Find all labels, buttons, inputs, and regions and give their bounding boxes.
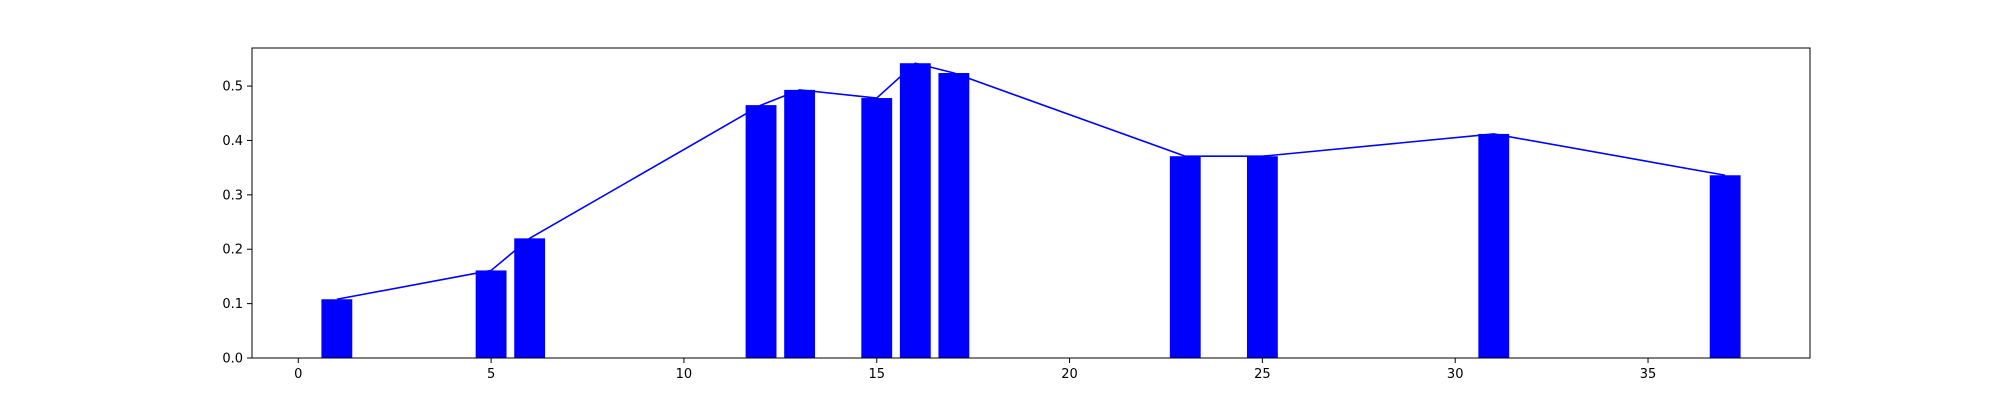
x-tick-label-3: 15 bbox=[868, 367, 885, 382]
x-tick-label-4: 20 bbox=[1061, 367, 1078, 382]
y-tick-label-0: 0.0 bbox=[222, 352, 243, 367]
bar-7 bbox=[938, 73, 970, 359]
bar-4 bbox=[784, 89, 816, 358]
ticks-layer: 0 5 10 15 20 25 30 35 0.0 0.1 0.2 0.3 0.4 0.5 bbox=[222, 80, 1656, 382]
axes-layer bbox=[251, 47, 1811, 359]
line-layer bbox=[336, 62, 1726, 301]
x-tick-label-1: 5 bbox=[487, 367, 495, 382]
axes-frame bbox=[251, 47, 1811, 359]
bar-6 bbox=[899, 63, 931, 358]
x-tick-label-5: 25 bbox=[1254, 367, 1271, 382]
bar-10 bbox=[1478, 133, 1510, 358]
bar-9 bbox=[1246, 156, 1278, 358]
bars-layer bbox=[321, 63, 1741, 359]
bar-5 bbox=[861, 98, 893, 358]
y-tick-label-2: 0.2 bbox=[222, 243, 243, 258]
series-line bbox=[336, 62, 1726, 301]
bar-2 bbox=[514, 238, 546, 358]
y-tick-label-5: 0.5 bbox=[222, 80, 243, 95]
y-tick-label-1: 0.1 bbox=[222, 297, 243, 312]
y-tick-label-4: 0.4 bbox=[222, 134, 243, 149]
x-tick-label-2: 10 bbox=[676, 367, 693, 382]
bar-1 bbox=[475, 270, 507, 358]
x-tick-label-6: 30 bbox=[1447, 367, 1464, 382]
x-tick-label-0: 0 bbox=[294, 367, 302, 382]
bar-11 bbox=[1709, 175, 1741, 358]
bar-0 bbox=[321, 299, 353, 358]
bar-3 bbox=[745, 105, 777, 358]
y-tick-label-3: 0.3 bbox=[222, 188, 243, 203]
bar-8 bbox=[1169, 156, 1201, 358]
x-tick-label-7: 35 bbox=[1640, 367, 1657, 382]
